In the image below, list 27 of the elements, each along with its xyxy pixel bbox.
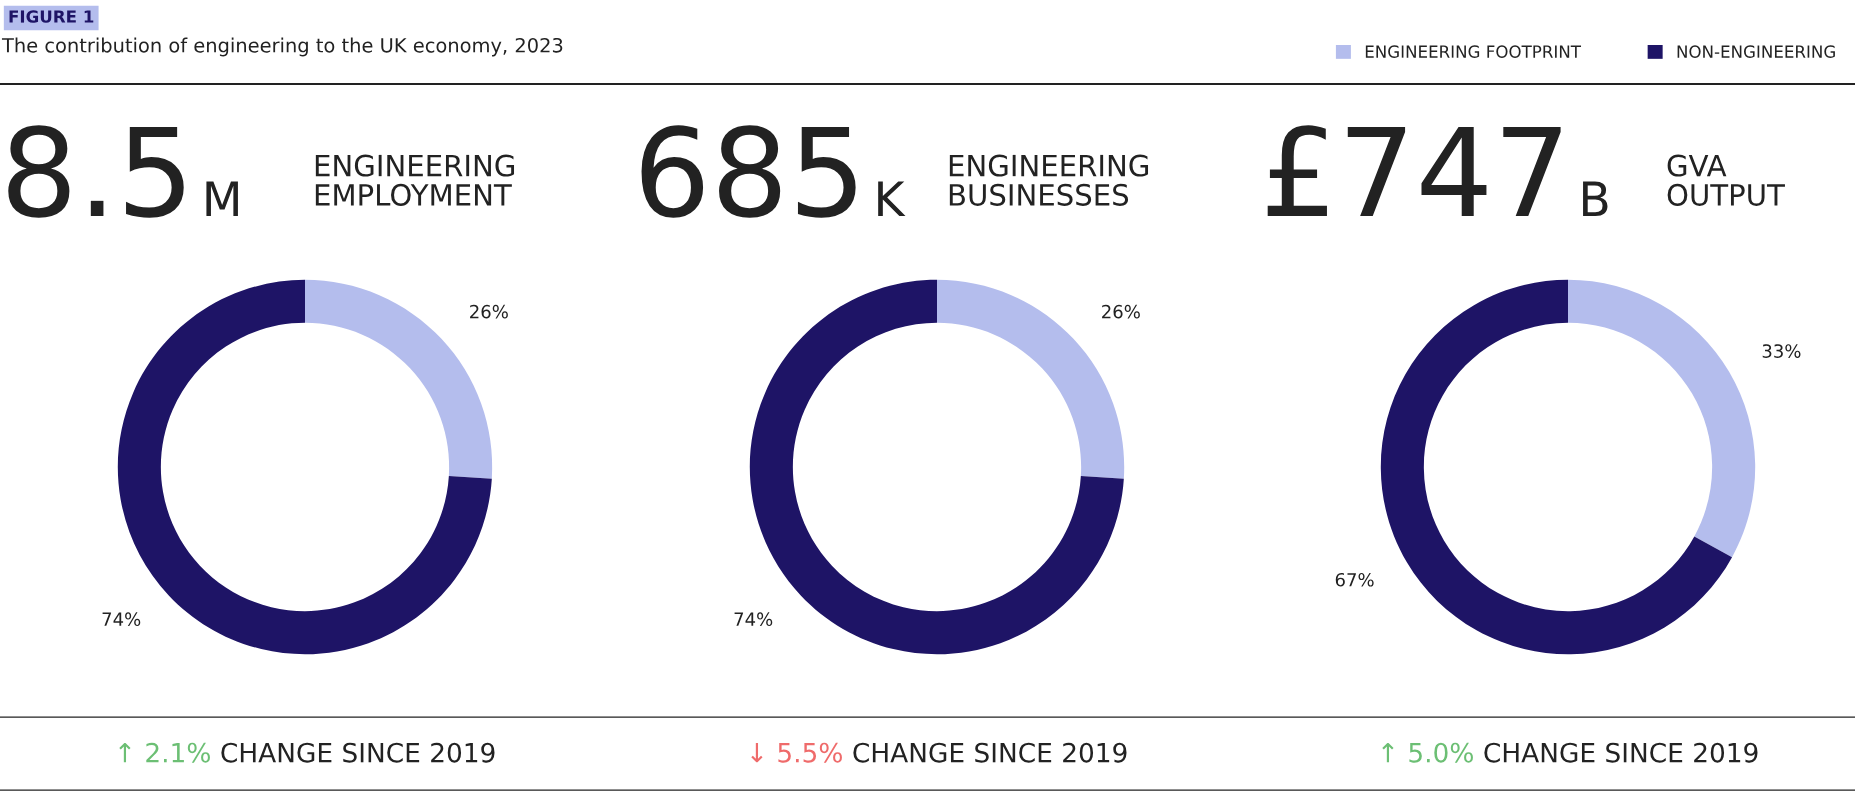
data-label: 74% xyxy=(102,612,141,627)
text: M xyxy=(206,181,238,216)
legend-label: ENGINEERING FOOTPRINT xyxy=(1365,45,1582,58)
donut-slice xyxy=(1380,279,1733,655)
data-label: 26% xyxy=(1102,304,1140,319)
text: £747 xyxy=(1267,125,1561,216)
text: CHANGE SINCE 2019 xyxy=(853,742,1127,763)
text: K xyxy=(878,181,906,216)
text: ↓ 5.5% xyxy=(751,742,842,763)
data-label: 33% xyxy=(1762,344,1801,358)
chart-subtitle: The contribution of engineering to the UK economy, 2023 xyxy=(1,37,563,57)
data-label: 67% xyxy=(1335,572,1374,587)
text: GVA OUTPUT xyxy=(1667,154,1785,206)
text: CHANGE SINCE 2019 xyxy=(1484,742,1758,763)
text: ENGINEERING EMPLOYMENT xyxy=(315,154,515,206)
donut-slice xyxy=(1568,279,1756,558)
text: ↑ 2.1% xyxy=(119,742,210,763)
chart-title: FIGURE 1 xyxy=(9,10,94,23)
data-label: 26% xyxy=(470,304,508,319)
text: CHANGE SINCE 2019 xyxy=(221,742,495,763)
text: ENGINEERING BUSINESSES xyxy=(949,154,1149,206)
data-label: 74% xyxy=(734,612,773,627)
text: ↑ 5.0% xyxy=(1382,742,1473,763)
text: 685 xyxy=(641,125,856,218)
text: 8.5 xyxy=(8,125,184,218)
legend-label: NON-ENGINEERING xyxy=(1677,45,1835,58)
text: B xyxy=(1583,181,1608,216)
